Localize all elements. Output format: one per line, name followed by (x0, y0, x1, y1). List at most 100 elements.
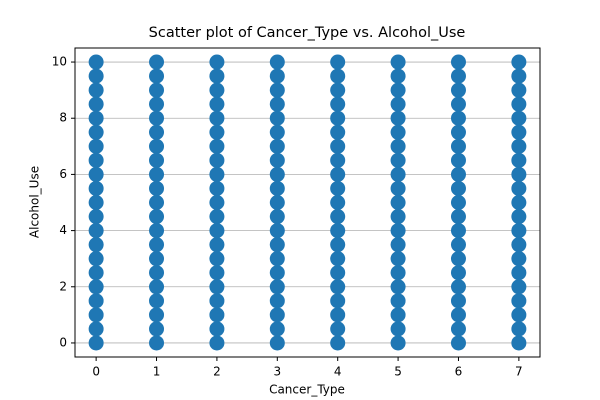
scatter-point (330, 265, 346, 281)
scatter-point (450, 152, 466, 168)
scatter-point (450, 265, 466, 281)
scatter-point (390, 54, 406, 70)
scatter-point (88, 209, 104, 225)
scatter-point (149, 279, 165, 295)
scatter-point (511, 110, 527, 126)
scatter-point (450, 195, 466, 210)
scatter-point (511, 138, 527, 154)
scatter-point (88, 335, 104, 351)
scatter-point (149, 321, 165, 337)
scatter-point (511, 82, 527, 98)
scatter-point (269, 54, 285, 70)
scatter-point (330, 237, 346, 253)
scatter-point (88, 293, 104, 309)
scatter-point (149, 54, 165, 70)
x-tick-label: 0 (92, 365, 100, 379)
scatter-point (269, 209, 285, 225)
scatter-point (149, 195, 165, 210)
scatter-point (209, 209, 225, 225)
scatter-point (269, 335, 285, 351)
x-tick-label: 2 (213, 365, 221, 379)
scatter-point (269, 279, 285, 295)
scatter-point (88, 110, 104, 126)
scatter-point (330, 279, 346, 295)
scatter-point (390, 110, 406, 126)
scatter-point (330, 251, 346, 267)
scatter-point (450, 54, 466, 70)
scatter-point (149, 293, 165, 309)
scatter-point (149, 96, 165, 112)
scatter-point (330, 180, 346, 196)
scatter-point (149, 335, 165, 351)
scatter-point (149, 138, 165, 154)
scatter-point (209, 124, 225, 140)
scatter-point (511, 307, 527, 323)
scatter-point (450, 223, 466, 239)
scatter-point (149, 223, 165, 239)
scatter-point (88, 152, 104, 168)
scatter-point (88, 251, 104, 267)
scatter-point (209, 265, 225, 281)
scatter-point (511, 321, 527, 337)
scatter-point (330, 82, 346, 98)
scatter-point (511, 251, 527, 267)
scatter-point (209, 293, 225, 309)
x-tick-label: 5 (394, 365, 402, 379)
scatter-point (511, 223, 527, 239)
y-tick-label: 4 (59, 223, 67, 237)
scatter-point (450, 110, 466, 126)
scatter-point (450, 166, 466, 182)
scatter-point (88, 223, 104, 239)
x-axis-label: Cancer_Type (269, 383, 345, 397)
scatter-point (149, 124, 165, 140)
scatter-point (88, 82, 104, 98)
scatter-point (450, 124, 466, 140)
scatter-point (450, 293, 466, 309)
x-tick-label: 1 (153, 365, 161, 379)
scatter-point (269, 237, 285, 253)
y-tick-label: 0 (59, 335, 67, 349)
y-tick-label: 2 (59, 279, 67, 293)
scatter-point (269, 110, 285, 126)
scatter-point (390, 68, 406, 84)
scatter-point (149, 265, 165, 281)
scatter-point (209, 307, 225, 323)
scatter-point (209, 166, 225, 182)
x-tick-label: 4 (334, 365, 342, 379)
scatter-point (209, 68, 225, 84)
scatter-point (209, 138, 225, 154)
scatter-point (149, 307, 165, 323)
scatter-point (390, 279, 406, 295)
scatter-point (88, 279, 104, 295)
scatter-point (88, 195, 104, 210)
scatter-point (209, 110, 225, 126)
scatter-point (269, 96, 285, 112)
scatter-point (88, 321, 104, 337)
scatter-point (390, 293, 406, 309)
scatter-point (450, 96, 466, 112)
scatter-point (149, 82, 165, 98)
scatter-point (511, 279, 527, 295)
scatter-point (511, 180, 527, 196)
scatter-point (209, 223, 225, 239)
scatter-point (330, 110, 346, 126)
y-tick-label: 6 (59, 167, 67, 181)
scatter-point (390, 124, 406, 140)
scatter-point (390, 96, 406, 112)
x-tick-label: 7 (515, 365, 523, 379)
scatter-point (209, 96, 225, 112)
scatter-point (88, 166, 104, 182)
scatter-point (390, 335, 406, 351)
scatter-point (88, 138, 104, 154)
scatter-point (88, 307, 104, 323)
scatter-point (269, 68, 285, 84)
scatter-point (269, 180, 285, 196)
scatter-point (88, 180, 104, 196)
scatter-point (330, 124, 346, 140)
scatter-point (330, 223, 346, 239)
scatter-point (450, 68, 466, 84)
scatter-point (149, 68, 165, 84)
scatter-point (330, 54, 346, 70)
scatter-point (450, 180, 466, 196)
